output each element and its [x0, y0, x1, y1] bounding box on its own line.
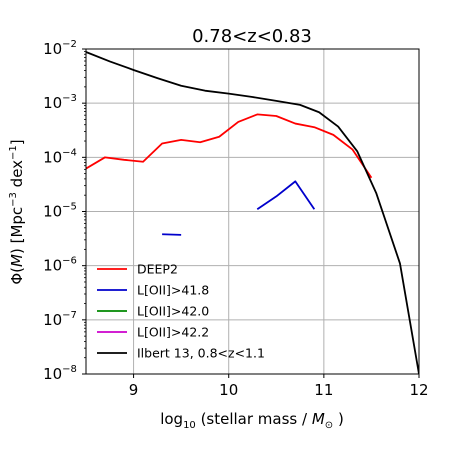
legend-label: L[OII]>42.0 — [137, 304, 209, 319]
y-tick-label: 10−6 — [43, 256, 77, 275]
x-axis-label: log10 (stellar mass / M⊙ ) — [160, 410, 344, 431]
legend: DEEP2 L[OII]>41.8 L[OII]>42.0 L[OII]>42.2 Il… — [97, 262, 265, 361]
legend-label: L[OII]>42.2 — [137, 325, 209, 340]
y-tick-label: 10−5 — [43, 202, 77, 221]
series-line-deep2 — [86, 113, 373, 179]
y-tick-label: 10−2 — [43, 39, 77, 58]
legend-label: Ilbert 13, 0.8<z<1.1 — [137, 346, 265, 361]
x-tick-label: 12 — [409, 381, 428, 399]
y-tick-label: 10−3 — [43, 93, 77, 112]
series-line-l-oii-41-8 — [162, 233, 182, 236]
legend-label: L[OII]>41.8 — [137, 283, 209, 298]
series-line-l-oii-41-8 — [256, 180, 316, 211]
series-line-ilbert-13-0-8-z-1-1 — [86, 51, 419, 374]
y-tick-label: 10−7 — [43, 310, 77, 329]
y-tick-label: 10−8 — [43, 364, 77, 383]
chart-title: 0.78<z<0.83 — [192, 26, 312, 47]
x-tick-label: 10 — [219, 381, 238, 399]
ticks: 9 10 11 12 10−8 10−7 10−6 10−5 10−4 10−3 10−2 — [43, 39, 428, 399]
plot-area — [86, 51, 419, 374]
x-tick-label: 11 — [314, 381, 333, 399]
x-tick-label: 9 — [129, 381, 139, 399]
y-axis-label: Φ(M) [Mpc−3 dex−1] — [8, 139, 26, 284]
legend-label: DEEP2 — [137, 262, 178, 277]
y-tick-label: 10−4 — [43, 147, 77, 166]
